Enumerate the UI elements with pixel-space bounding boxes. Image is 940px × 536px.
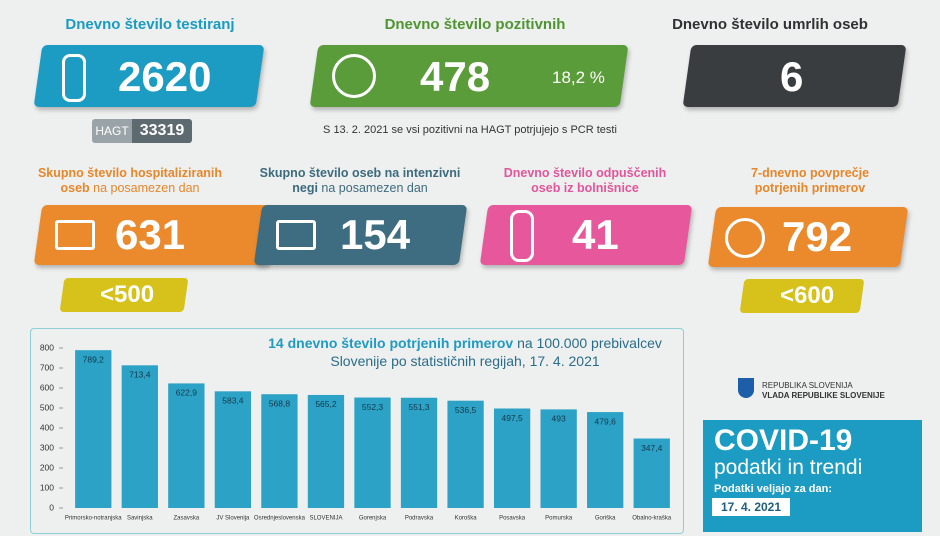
gov-line: REPUBLIKA SLOVENIJA [762,381,853,390]
y-tick-label: 800 [40,342,54,352]
x-tick-label: Koroška [455,516,478,522]
x-tick-label: Zasavska [174,516,200,522]
value-label: 493 [552,414,566,424]
icon [55,220,95,250]
title-bold: Skupno število hospitaliziranih oseb [37,166,223,195]
chart-title-rest: na 100.000 prebivalcev Slovenije po stat… [330,335,662,369]
tile-value: 154 [340,211,411,258]
bar [587,412,624,508]
note: S 13. 2. 2021 se vsi pozitivni na HAGT p… [323,124,617,136]
value-label: 583,4 [222,396,244,406]
value-label: 622,9 [176,388,198,398]
y-tick-label: 200 [40,462,54,472]
tile-title: Dnevno število testiranj [65,16,235,33]
x-tick-label: SLOVENIJA [309,516,342,522]
value-label: 713,4 [129,370,151,380]
icon [510,210,534,262]
bar [261,394,298,508]
bar [214,391,252,508]
tile-value: 631 [115,211,186,258]
threshold: <500 [100,281,155,308]
value-label: 565,2 [315,399,337,409]
y-tick-label: 700 [40,362,54,372]
x-tick-label: Obalno-kraška [632,516,672,522]
positive-share: 18,2 % [552,68,605,87]
value-label: 789,2 [83,354,105,364]
hagt-label: HAGT [92,119,132,143]
x-tick-label: Gorenjska [359,516,387,522]
x-tick-label: Podravska [405,516,434,522]
logo [738,378,754,398]
title-rest: na posamezen dan [93,181,200,195]
threshold: <600 [780,282,835,309]
tile-value: 2620 [118,53,212,100]
title-rest: na posamezen dan [321,181,428,195]
tile-title: Skupno število hospitaliziranih oseb na … [30,166,230,196]
value-label: 568,8 [269,398,291,408]
gov-line: VLADA REPUBLIKE SLOVENIJE [762,391,885,400]
tile-value: 6 [780,53,804,100]
bar [121,365,158,508]
covid-title: COVID-19 [714,424,853,457]
y-tick-label: 600 [40,382,54,392]
tile-value: 41 [572,211,619,258]
x-tick-label: Goriška [595,516,616,522]
chart: 0 100 200 300 400 500 600 700 800 Primorsko-notra… [40,342,672,522]
value-label: 497,5 [501,413,523,423]
tile-value: 478 [420,53,491,100]
hagt-value: 33319 [132,119,192,143]
bar [400,397,438,508]
value-label: 536,5 [455,405,477,415]
icon [332,54,376,98]
x-tick-label: JV Slovenija [216,516,250,522]
icon [276,220,316,250]
y-tick-label: 0 [49,502,54,512]
tile-title: 7-dnevno povprečje potrjenih primerov [750,166,870,195]
y-tick-label: 100 [40,482,54,492]
x-tick-label: Savinjska [127,516,153,522]
y-tick-label: 300 [40,442,54,452]
tile-title: Dnevno število pozitivnih [384,16,566,33]
covid-subtitle: podatki in trendi [714,456,863,479]
value-label: 347,4 [641,443,663,453]
bar [633,438,670,508]
bar [75,350,112,508]
chart-title-bold: 14 dnevno število potrjenih primerov [268,335,514,351]
bar [447,400,484,508]
value-label: 479,6 [595,416,617,426]
x-tick-label: Primorsko-notranjska [65,516,122,522]
chart-frame [30,328,684,534]
tile-value: 792 [782,213,853,260]
value-label: 552,3 [362,402,384,412]
x-tick-label: Osrednjeslovenska [254,516,306,522]
x-tick-label: Posavska [499,516,526,522]
x-tick-label: Pomurska [545,516,573,522]
icon [62,54,86,102]
bar [354,397,391,508]
icon [725,218,765,258]
chart-title: 14 dnevno število potrjenih primerov na … [255,334,675,370]
y-tick-label: 500 [40,402,54,412]
valid-label: Podatki veljajo za dan: [714,483,832,495]
tile-title: Dnevno število odpuščenih oseb iz bolniš… [503,166,667,195]
title-bold: Skupno število oseb na intenzivni negi [259,166,461,195]
bar [493,408,531,508]
value-label: 551,3 [408,402,430,412]
bar [168,383,205,508]
bar [540,409,577,508]
tile-title: Skupno število oseb na intenzivni negi n… [255,166,465,196]
valid-date: 17. 4. 2021 [712,498,790,516]
tile-title: Dnevno število umrlih oseb [672,16,868,33]
bar [307,394,345,508]
y-tick-label: 400 [40,422,54,432]
